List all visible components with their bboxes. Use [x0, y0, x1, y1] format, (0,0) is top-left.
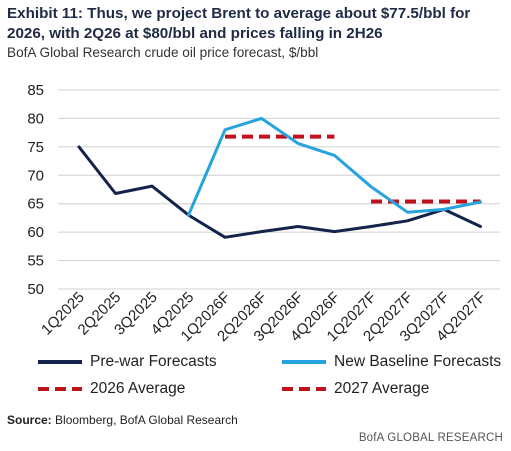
y-tick-label: 55: [27, 253, 44, 270]
source-text: Bloomberg, BofA Global Research: [55, 413, 238, 427]
source-note: Source: Bloomberg, BofA Global Research: [7, 413, 238, 427]
y-tick-label: 60: [27, 224, 44, 241]
series-line-baseline: [187, 116, 482, 217]
source-label: Source:: [7, 413, 52, 427]
y-tick-label: 85: [27, 82, 44, 99]
chart-subtitle: BofA Global Research crude oil price for…: [7, 45, 319, 60]
y-tick-label: 50: [27, 281, 44, 298]
research-credit: BofA GLOBAL RESEARCH: [358, 432, 503, 444]
y-tick-label: 75: [27, 139, 44, 156]
y-tick-label: 80: [27, 110, 44, 127]
y-tick-label: 70: [27, 167, 44, 184]
y-tick-label: 65: [27, 196, 44, 213]
chart-title: Exhibit 11: Thus, we project Brent to av…: [7, 5, 471, 42]
series-line-prewar: [77, 145, 482, 239]
